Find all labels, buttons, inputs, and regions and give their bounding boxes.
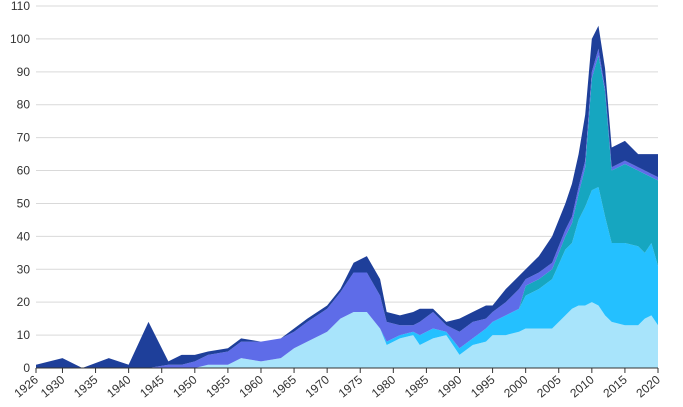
- x-tick-label: 1935: [71, 372, 101, 400]
- x-tick-label: 2005: [534, 372, 564, 400]
- x-tick-label: 2020: [633, 372, 663, 400]
- x-tick-label: 2010: [567, 372, 597, 400]
- x-tick-label: 1985: [402, 372, 432, 400]
- y-tick-label: 50: [17, 196, 31, 210]
- y-tick-label: 90: [17, 65, 31, 79]
- x-tick-label: 1990: [435, 372, 465, 400]
- x-tick-label: 1980: [369, 372, 399, 400]
- x-tick-label: 1955: [203, 372, 233, 400]
- area-series-1: [36, 302, 658, 368]
- x-tick-label: 1960: [236, 372, 266, 400]
- x-tick-label: 1940: [104, 372, 134, 400]
- y-tick-label: 30: [17, 262, 31, 276]
- x-tick-label: 1970: [303, 372, 333, 400]
- plot-areas: [36, 25, 658, 369]
- y-tick-label: 0: [23, 361, 30, 375]
- area-series-3: [36, 55, 658, 369]
- x-tick-label: 1975: [336, 372, 366, 400]
- x-tick-label: 1926: [11, 372, 41, 400]
- y-tick-label: 60: [17, 164, 31, 178]
- x-tick-label: 2015: [600, 372, 630, 400]
- x-tick-label: 1995: [468, 372, 498, 400]
- y-tick-label: 10: [17, 328, 31, 342]
- x-tick-label: 1950: [170, 372, 200, 400]
- gridlines: [36, 5, 658, 336]
- y-tick-label: 40: [17, 229, 31, 243]
- x-tick-label: 2000: [501, 372, 531, 400]
- area-series-4: [36, 48, 658, 368]
- area-series-2: [36, 187, 658, 368]
- y-tick-label: 20: [17, 295, 31, 309]
- y-tick-label: 70: [17, 131, 31, 145]
- x-tick-label: 1945: [137, 372, 167, 400]
- x-tick-label: 1930: [38, 372, 68, 400]
- y-tick-label: 80: [17, 98, 31, 112]
- y-tick-label: 110: [11, 0, 30, 13]
- x-tick-label: 1965: [270, 372, 300, 400]
- y-tick-label: 100: [10, 32, 30, 46]
